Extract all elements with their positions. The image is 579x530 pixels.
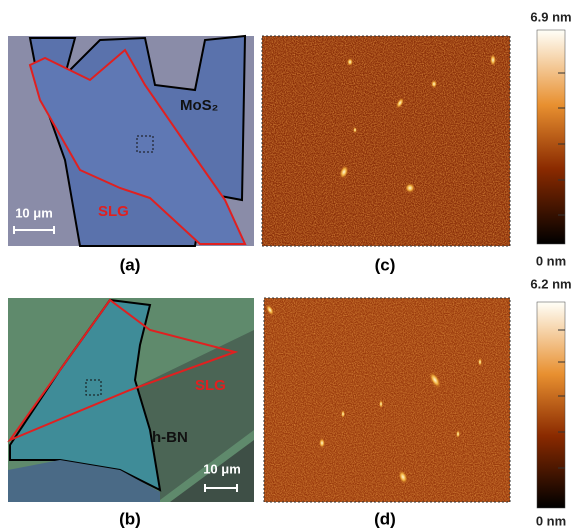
particle xyxy=(379,400,383,408)
panel-b: h-BN SLG 10 μm (b) xyxy=(8,298,254,528)
panel-a: MoS₂ SLG 10 μm (a) xyxy=(8,36,254,274)
colorbar xyxy=(537,30,565,244)
panel-label: (c) xyxy=(375,255,396,274)
colorbar-min: 0 nm xyxy=(536,513,566,528)
particle xyxy=(341,410,345,418)
panel-label: (a) xyxy=(120,255,141,274)
colorbar xyxy=(537,302,565,508)
layer-label: SLG xyxy=(98,203,129,220)
panel-d: 6.2 nm 0 nm (d) xyxy=(264,276,572,528)
colorbar-max: 6.2 nm xyxy=(530,276,571,291)
colorbar-min: 0 nm xyxy=(536,253,566,268)
particle xyxy=(353,127,357,133)
colorbar-max: 6.9 nm xyxy=(530,9,571,24)
particle xyxy=(319,438,325,448)
panel-label: (b) xyxy=(119,509,141,528)
scale-text: 10 μm xyxy=(203,461,241,476)
afm-texture xyxy=(264,298,510,502)
particle xyxy=(490,54,496,66)
panel-c: 6.9 nm 0 nm (c) xyxy=(262,9,572,274)
particle xyxy=(456,430,460,438)
layer-label: SLG xyxy=(195,377,226,394)
flake-label: MoS₂ xyxy=(180,97,218,114)
particle xyxy=(405,183,415,193)
particle xyxy=(347,58,353,66)
flake-label: h-BN xyxy=(152,429,188,446)
figure: MoS₂ SLG 10 μm (a) 6.9 nm 0 nm (c) h-BN … xyxy=(0,0,579,530)
particle xyxy=(431,80,437,88)
scale-text: 10 μm xyxy=(15,205,53,220)
particle xyxy=(478,358,482,366)
page: MoS₂ SLG 10 μm (a) 6.9 nm 0 nm (c) h-BN … xyxy=(0,0,579,530)
panel-label: (d) xyxy=(374,509,396,528)
afm-texture xyxy=(262,36,510,246)
